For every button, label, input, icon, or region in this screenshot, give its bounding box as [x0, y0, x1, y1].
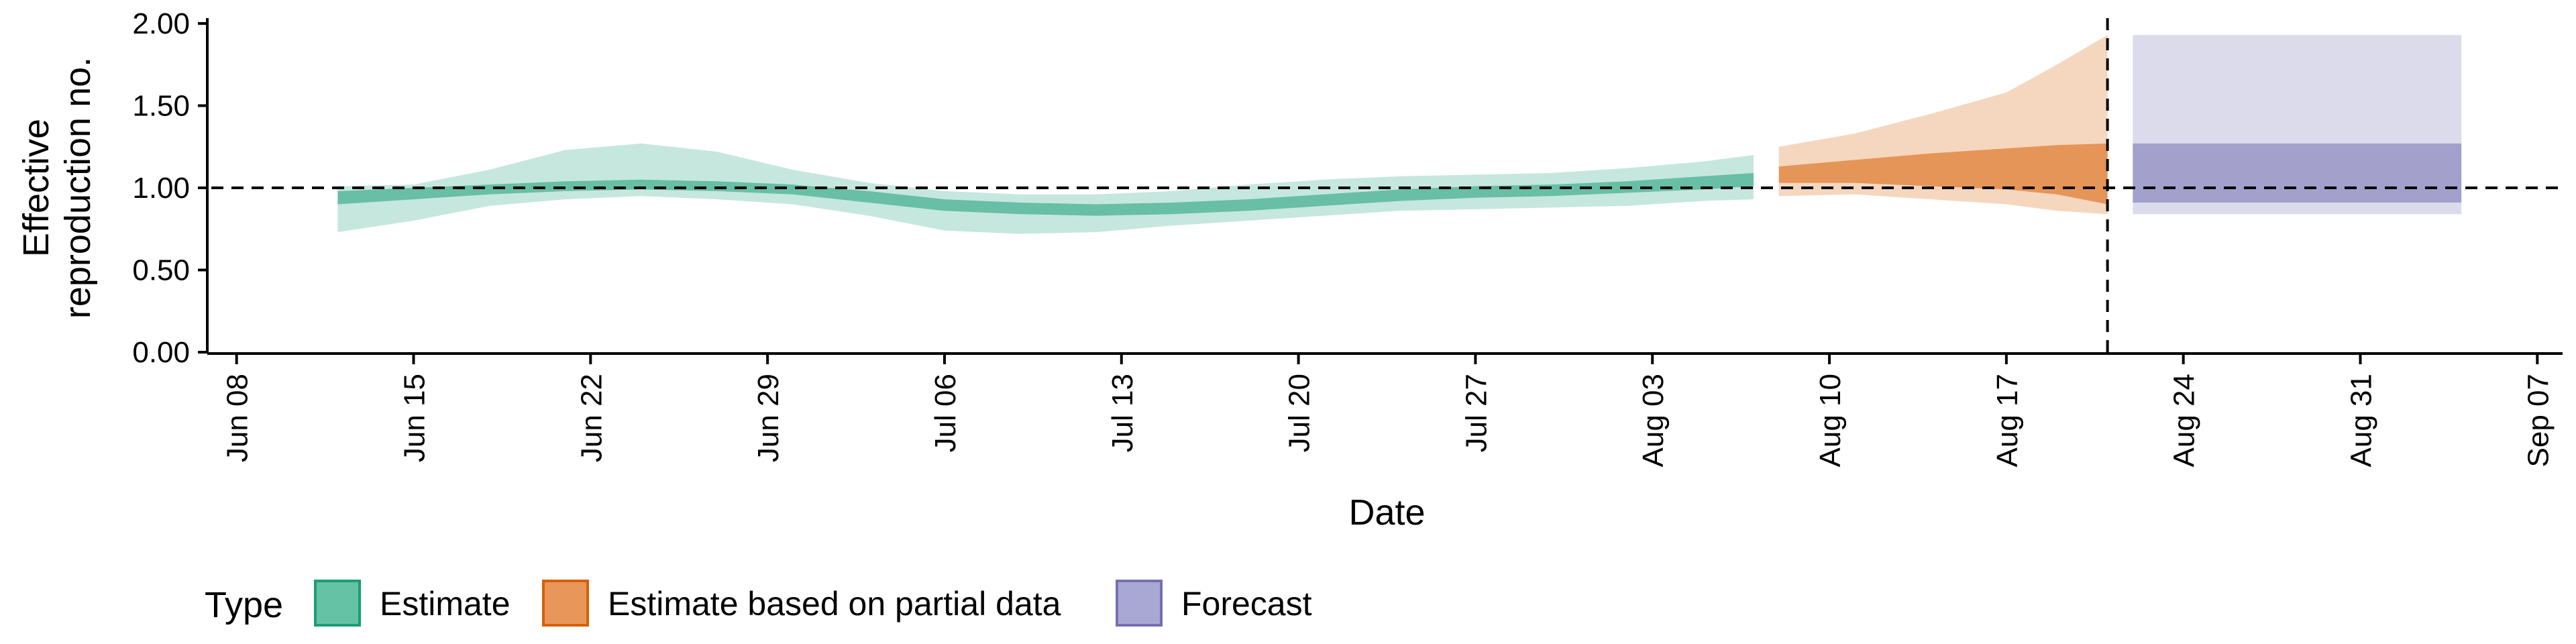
x-tick-label: Jun 29 [752, 374, 785, 462]
legend-key-estimate [314, 580, 361, 627]
x-axis-title: Date [1348, 492, 1425, 533]
x-tick-label: Jun 08 [221, 374, 254, 462]
x-tick-label: Jul 13 [1106, 374, 1139, 452]
x-tick-label: Jun 15 [398, 374, 431, 462]
legend-key-estimate-based-on-partial-data [542, 580, 589, 627]
x-tick-label: Aug 24 [2168, 374, 2201, 467]
x-tick-label: Jul 06 [929, 374, 962, 452]
legend-label-estimate-based-on-partial-data: Estimate based on partial data [608, 585, 1061, 623]
y-axis-title-line2: reproduction no. [58, 57, 98, 319]
legend-key-forecast [1116, 580, 1163, 627]
legend: Type Estimate Estimate based on partial d… [205, 580, 1312, 627]
y-axis-title-line1: Effective [16, 119, 56, 257]
y-axis-ticks: 0.00 0.50 1.00 1.50 2.00 [132, 7, 207, 369]
ribbon-90-estimate [337, 143, 1754, 234]
ribbon-50-estimate [337, 172, 1754, 216]
x-tick-label: Jun 22 [575, 374, 608, 462]
x-tick-label: Jul 27 [1460, 374, 1493, 452]
y-tick-label: 2.00 [132, 7, 190, 40]
y-tick-label: 1.00 [132, 172, 190, 205]
x-tick-label: Aug 31 [2345, 374, 2377, 467]
x-tick-label: Aug 03 [1637, 374, 1670, 467]
x-tick-label: Aug 10 [1814, 374, 1847, 467]
ribbon-layer [337, 35, 2462, 234]
x-tick-label: Aug 17 [1991, 374, 2024, 467]
legend-label-forecast: Forecast [1181, 585, 1312, 623]
x-tick-label: Jul 20 [1283, 374, 1316, 452]
x-axis-ticks: Jun 08 Jun 15 Jun 22 Jun 29 Jul 06 Jul 13 Jul … [221, 354, 2555, 467]
x-tick-label: Sep 07 [2522, 374, 2555, 467]
legend-label-estimate: Estimate [380, 585, 511, 623]
y-tick-label: 1.50 [132, 90, 190, 123]
legend-title: Type [205, 585, 283, 625]
y-tick-label: 0.00 [132, 336, 190, 369]
y-tick-label: 0.50 [132, 254, 190, 287]
ribbon-50-forecast [2133, 143, 2462, 203]
